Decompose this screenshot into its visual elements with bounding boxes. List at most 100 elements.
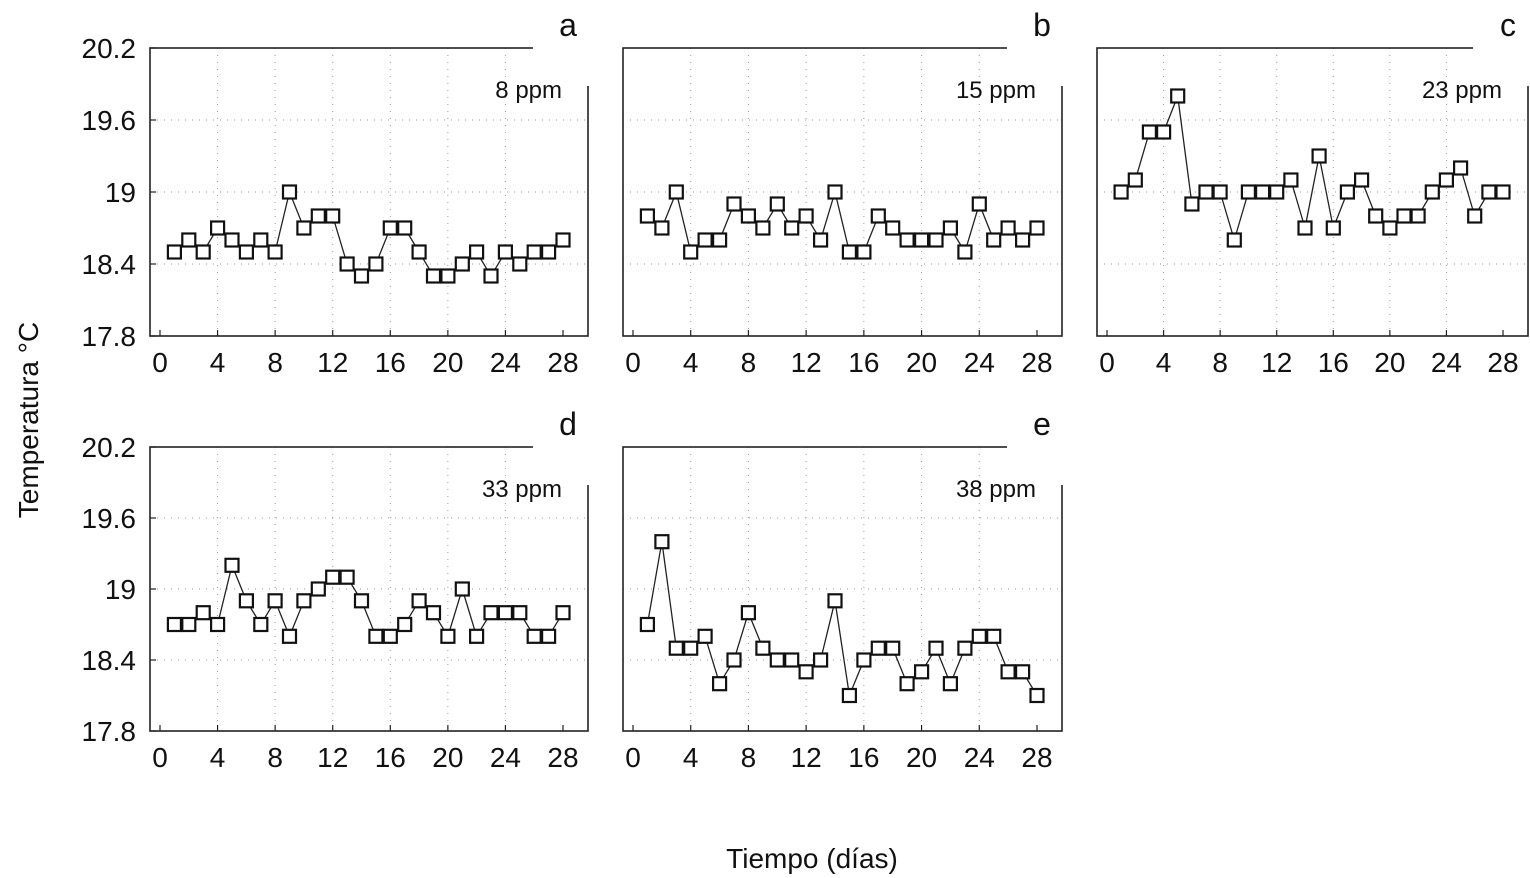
data-point bbox=[728, 654, 741, 667]
data-point bbox=[1270, 186, 1283, 199]
panel-d: d 33 ppm 0 4 8 12 16 20 24 28 17.8 18.4 19 19.6 20.2 bbox=[82, 406, 594, 773]
x-tick-label: 20 bbox=[432, 742, 463, 773]
data-point bbox=[699, 234, 712, 247]
data-point bbox=[699, 630, 712, 643]
data-point bbox=[1200, 186, 1213, 199]
data-point bbox=[886, 222, 899, 235]
data-point bbox=[684, 246, 697, 259]
y-tick-label: 20.2 bbox=[82, 432, 137, 463]
data-point bbox=[857, 654, 870, 667]
data-point bbox=[1228, 234, 1241, 247]
data-point bbox=[1242, 186, 1255, 199]
panel-annotation: 23 ppm bbox=[1422, 77, 1502, 104]
x-tick-label: 24 bbox=[964, 347, 995, 378]
data-point bbox=[1016, 665, 1029, 678]
data-point bbox=[785, 222, 798, 235]
data-point bbox=[240, 594, 253, 607]
x-tick-label: 4 bbox=[210, 347, 226, 378]
data-point bbox=[528, 630, 541, 643]
data-point bbox=[197, 606, 210, 619]
data-point bbox=[1482, 186, 1495, 199]
x-tick-label: 28 bbox=[1021, 347, 1052, 378]
data-point bbox=[944, 222, 957, 235]
frame-gap bbox=[1473, 44, 1530, 52]
x-tick-label: 16 bbox=[375, 347, 406, 378]
data-point bbox=[470, 246, 483, 259]
x-tick-label: 20 bbox=[906, 742, 937, 773]
data-point bbox=[901, 677, 914, 690]
y-tick-label: 19.6 bbox=[82, 105, 137, 136]
data-point bbox=[987, 234, 1000, 247]
data-point bbox=[297, 222, 310, 235]
x-tick-label: 4 bbox=[683, 742, 699, 773]
frame-gap-side bbox=[585, 443, 593, 485]
data-point bbox=[398, 618, 411, 631]
x-tick-label: 0 bbox=[625, 347, 641, 378]
data-point bbox=[557, 606, 570, 619]
data-point bbox=[1299, 222, 1312, 235]
data-point bbox=[283, 630, 296, 643]
x-tick-label: 8 bbox=[1212, 347, 1228, 378]
data-point bbox=[326, 210, 339, 223]
data-point bbox=[168, 618, 181, 631]
x-tick-label: 24 bbox=[490, 742, 521, 773]
data-point bbox=[1143, 126, 1156, 139]
data-point bbox=[513, 606, 526, 619]
data-point bbox=[269, 594, 282, 607]
data-point bbox=[369, 630, 382, 643]
data-point bbox=[1284, 174, 1297, 187]
panel-annotation: 33 ppm bbox=[482, 476, 562, 503]
data-point bbox=[843, 246, 856, 259]
data-point bbox=[413, 594, 426, 607]
panel-letter: e bbox=[1033, 406, 1051, 442]
frame-gap-side bbox=[1059, 44, 1067, 86]
data-point bbox=[355, 270, 368, 283]
data-point bbox=[341, 571, 354, 584]
data-point bbox=[814, 654, 827, 667]
data-point bbox=[930, 642, 943, 655]
data-point bbox=[254, 618, 267, 631]
data-point bbox=[872, 210, 885, 223]
data-point bbox=[1327, 222, 1340, 235]
data-point bbox=[1398, 210, 1411, 223]
data-point bbox=[973, 630, 986, 643]
data-point bbox=[1454, 162, 1467, 175]
panels-group: a 8 ppm 0 4 8 12 16 20 24 28 17.8 18.4 19 19.6 20.2 b 15… bbox=[82, 7, 1530, 773]
data-point bbox=[355, 594, 368, 607]
data-point bbox=[684, 642, 697, 655]
data-point bbox=[641, 618, 654, 631]
frame-gap bbox=[533, 44, 590, 52]
data-point bbox=[341, 258, 354, 271]
panel-letter: c bbox=[1500, 7, 1516, 43]
data-point bbox=[485, 270, 498, 283]
y-tick-label: 19.6 bbox=[82, 503, 137, 534]
data-point bbox=[1002, 665, 1015, 678]
data-point bbox=[326, 571, 339, 584]
data-point bbox=[1369, 210, 1382, 223]
data-point bbox=[800, 210, 813, 223]
data-point bbox=[1129, 174, 1142, 187]
data-point bbox=[785, 654, 798, 667]
x-tick-label: 12 bbox=[317, 347, 348, 378]
x-tick-label: 16 bbox=[1318, 347, 1349, 378]
data-point bbox=[915, 665, 928, 678]
data-point bbox=[1355, 174, 1368, 187]
x-tick-label: 8 bbox=[741, 347, 757, 378]
panel-c: c 23 ppm 0 4 8 12 16 20 24 28 bbox=[1097, 7, 1530, 378]
data-point bbox=[254, 234, 267, 247]
data-point bbox=[182, 234, 195, 247]
data-point bbox=[886, 642, 899, 655]
x-tick-label: 0 bbox=[152, 347, 168, 378]
data-point bbox=[312, 583, 325, 596]
data-point bbox=[742, 606, 755, 619]
frame-gap bbox=[533, 443, 590, 451]
data-point bbox=[1468, 210, 1481, 223]
data-point bbox=[713, 234, 726, 247]
frame-gap-side bbox=[585, 44, 593, 86]
data-point bbox=[499, 246, 512, 259]
panel-annotation: 8 ppm bbox=[495, 77, 562, 104]
data-point bbox=[771, 654, 784, 667]
data-point bbox=[1115, 186, 1128, 199]
y-tick-label: 18.4 bbox=[82, 645, 137, 676]
x-tick-label: 12 bbox=[1261, 347, 1292, 378]
